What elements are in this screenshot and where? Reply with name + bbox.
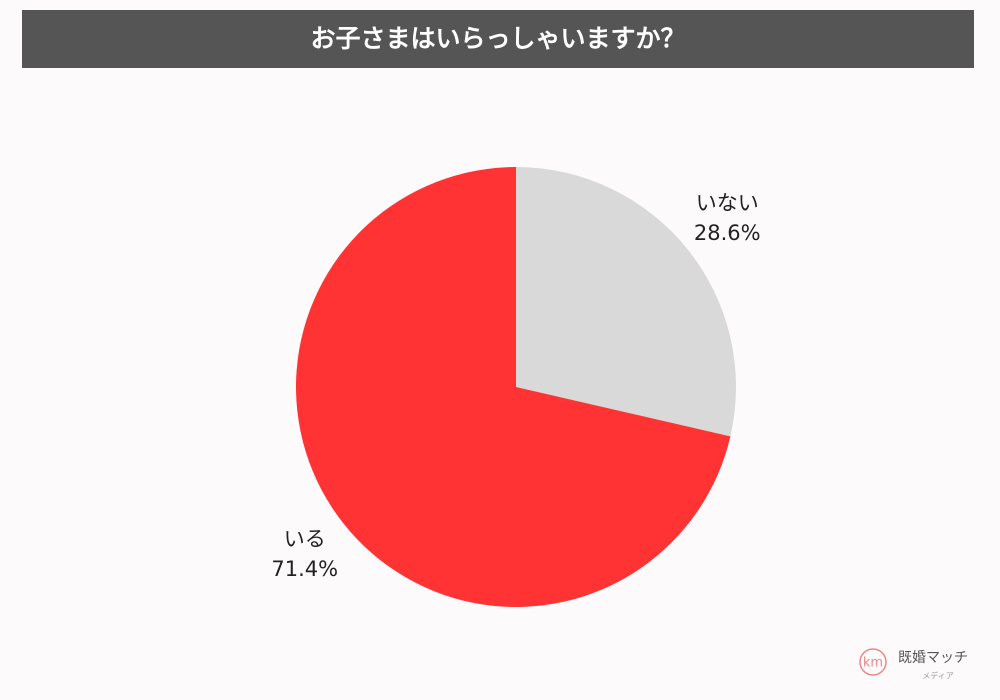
logo-icon-text: km (863, 656, 883, 671)
pie-slice (516, 167, 736, 437)
slice-label: いない (696, 191, 759, 215)
logo-sub: メディア (922, 671, 953, 681)
pie-slice (295, 167, 731, 607)
slice-value-label: 71.4% (271, 557, 338, 581)
chart-title: お子さまはいらっしゃいますか？ (310, 24, 685, 53)
slice-label: いる (284, 527, 326, 551)
logo: km 既婚マッチ メディア (859, 648, 968, 681)
slice-value-label: 28.6% (694, 221, 761, 245)
logo-icon (859, 648, 887, 676)
logo-name: 既婚マッチ (898, 650, 968, 666)
title-bar (22, 10, 974, 68)
